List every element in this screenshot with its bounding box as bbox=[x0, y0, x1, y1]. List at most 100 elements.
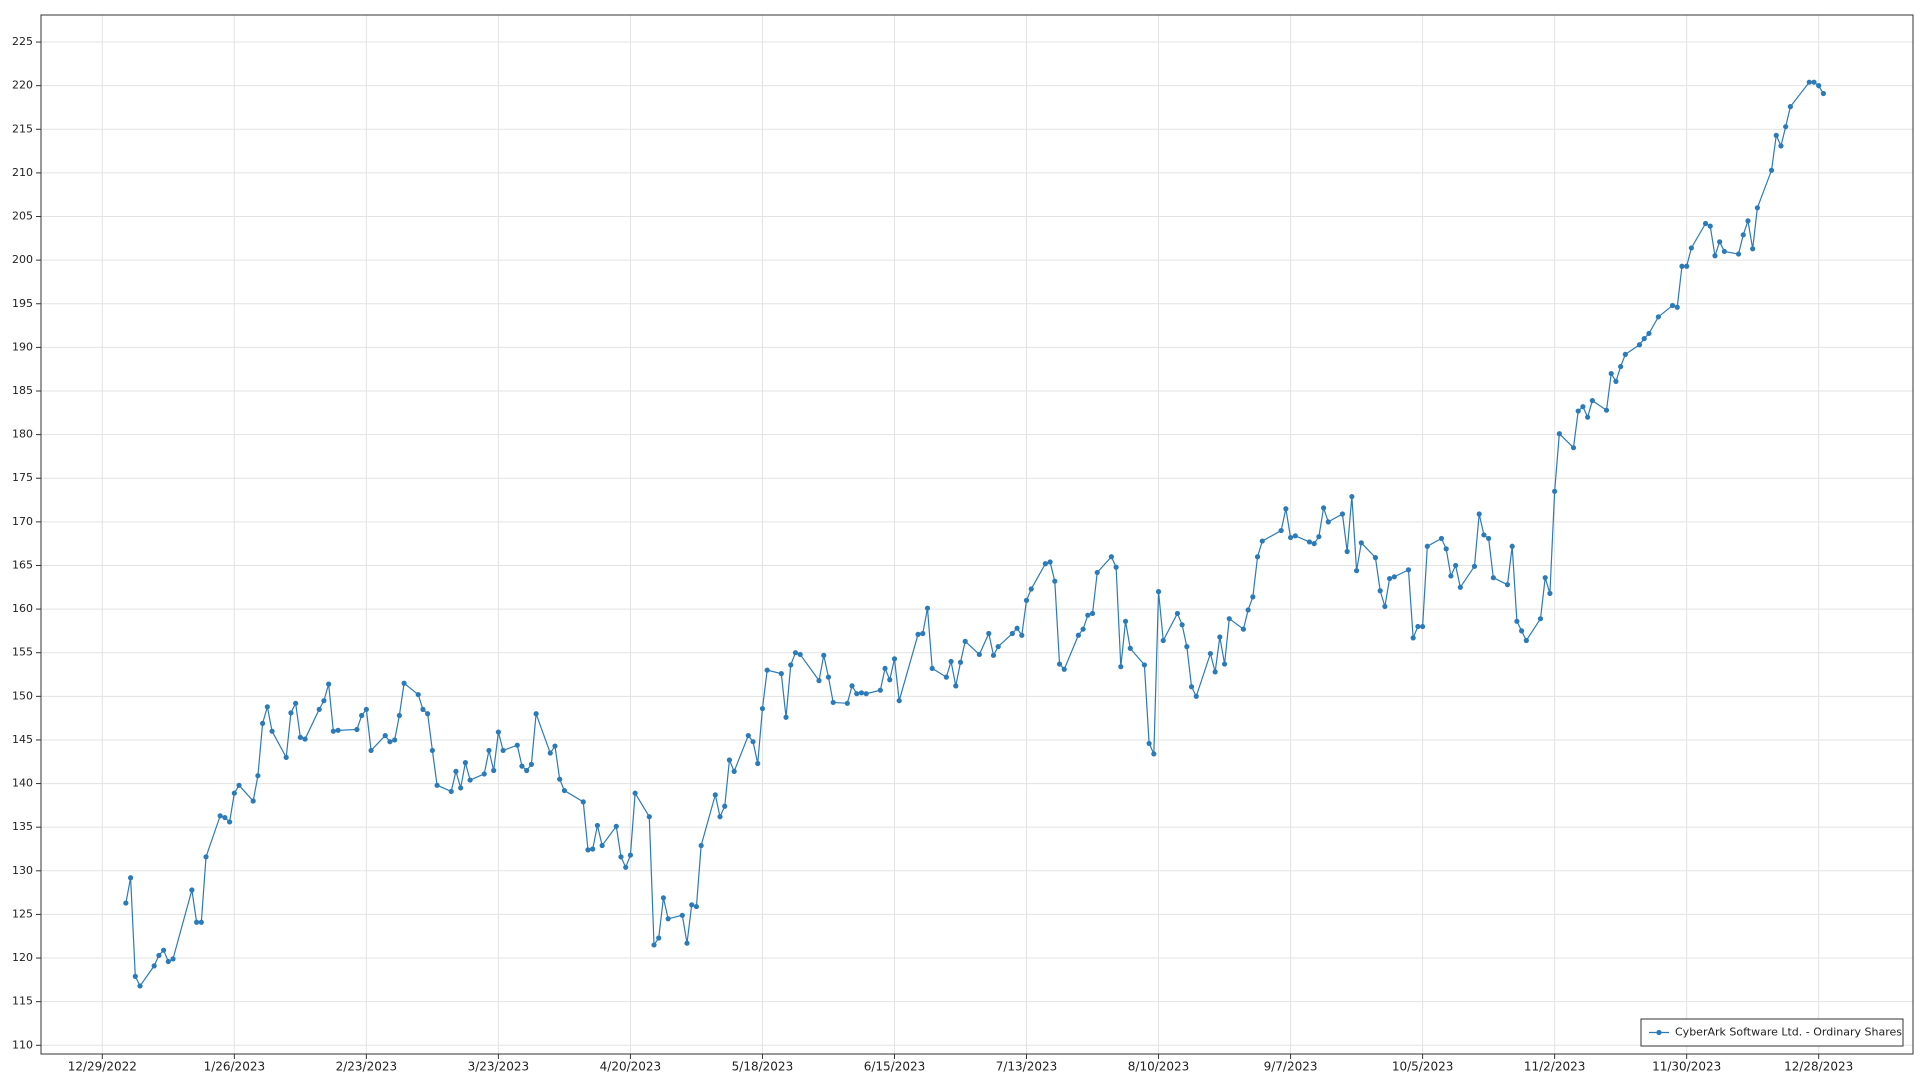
legend: CyberArk Software Ltd. - Ordinary Shares bbox=[1640, 1018, 1904, 1047]
point bbox=[453, 768, 459, 774]
point bbox=[1075, 632, 1081, 638]
x-tick-label: 10/5/2023 bbox=[1392, 1060, 1454, 1074]
x-tick-label: 2/23/2023 bbox=[336, 1060, 398, 1074]
point bbox=[137, 983, 143, 989]
point bbox=[1688, 245, 1694, 251]
point bbox=[434, 782, 440, 788]
point bbox=[1377, 588, 1383, 594]
point bbox=[1108, 554, 1114, 560]
point bbox=[1448, 573, 1454, 579]
point bbox=[665, 916, 671, 922]
point bbox=[458, 785, 464, 791]
point bbox=[1056, 661, 1063, 667]
point bbox=[797, 651, 803, 658]
y-tick-label: 170 bbox=[12, 515, 33, 528]
point bbox=[1179, 622, 1185, 628]
point bbox=[382, 732, 388, 739]
point bbox=[1556, 431, 1562, 437]
point bbox=[929, 665, 935, 672]
point bbox=[1278, 527, 1284, 534]
point bbox=[778, 671, 784, 677]
point bbox=[1750, 246, 1756, 252]
point bbox=[1773, 132, 1779, 138]
point bbox=[524, 767, 530, 774]
point bbox=[623, 864, 629, 870]
point bbox=[1717, 239, 1723, 245]
y-tick-label: 140 bbox=[12, 777, 33, 790]
point bbox=[462, 760, 468, 766]
point bbox=[755, 760, 761, 767]
point bbox=[165, 958, 171, 965]
y-tick-label: 135 bbox=[12, 820, 33, 833]
point bbox=[1768, 167, 1775, 173]
point bbox=[1259, 538, 1265, 544]
point bbox=[1320, 505, 1327, 511]
y-tick-label: 125 bbox=[12, 907, 33, 920]
point bbox=[250, 798, 256, 804]
point bbox=[1636, 342, 1643, 348]
point bbox=[698, 842, 704, 849]
point bbox=[1061, 666, 1067, 672]
point bbox=[726, 757, 733, 763]
x-tick-label: 7/13/2023 bbox=[996, 1060, 1058, 1074]
x-tick-label: 8/10/2023 bbox=[1128, 1060, 1190, 1074]
point bbox=[1618, 363, 1624, 370]
x-tick-label: 11/30/2023 bbox=[1652, 1060, 1721, 1074]
point bbox=[1047, 559, 1053, 565]
point bbox=[1349, 493, 1355, 500]
point bbox=[1042, 561, 1048, 567]
point bbox=[467, 777, 473, 783]
point bbox=[368, 747, 374, 754]
point bbox=[957, 659, 964, 665]
point bbox=[1155, 589, 1162, 595]
point bbox=[392, 737, 398, 743]
y-tick-label: 180 bbox=[12, 428, 33, 441]
point bbox=[990, 652, 997, 658]
point bbox=[1405, 567, 1412, 573]
point bbox=[1217, 634, 1223, 640]
point bbox=[321, 698, 327, 704]
point bbox=[519, 763, 525, 769]
point bbox=[123, 900, 129, 906]
point bbox=[491, 767, 497, 774]
point bbox=[561, 787, 568, 794]
point bbox=[816, 678, 822, 684]
point bbox=[783, 714, 789, 720]
point bbox=[1424, 543, 1430, 549]
point bbox=[1684, 263, 1690, 269]
point bbox=[1193, 693, 1199, 699]
point bbox=[198, 919, 204, 925]
point bbox=[448, 788, 454, 795]
point bbox=[528, 761, 534, 767]
y-tick-label: 185 bbox=[12, 384, 33, 397]
y-tick-label: 200 bbox=[12, 253, 33, 266]
point bbox=[1721, 248, 1727, 255]
point bbox=[1386, 575, 1393, 582]
y-tick-label: 165 bbox=[12, 558, 33, 571]
point bbox=[1679, 263, 1685, 269]
point bbox=[189, 887, 195, 893]
point bbox=[288, 710, 294, 716]
point bbox=[896, 698, 902, 704]
line bbox=[125, 81, 1824, 988]
point bbox=[495, 729, 501, 735]
point bbox=[1113, 564, 1119, 570]
point bbox=[750, 739, 756, 745]
point bbox=[1325, 519, 1331, 525]
point bbox=[1292, 533, 1298, 539]
point bbox=[1353, 568, 1360, 574]
point bbox=[1745, 218, 1751, 224]
point bbox=[1613, 378, 1619, 384]
point bbox=[1023, 597, 1030, 603]
point bbox=[1306, 539, 1313, 545]
point bbox=[858, 690, 865, 696]
point bbox=[693, 903, 700, 910]
point bbox=[1457, 584, 1463, 590]
point bbox=[326, 681, 332, 687]
point bbox=[260, 720, 266, 726]
point bbox=[887, 677, 893, 683]
point bbox=[1481, 532, 1487, 538]
point bbox=[1141, 662, 1147, 668]
point bbox=[127, 875, 134, 881]
point bbox=[1221, 661, 1228, 667]
